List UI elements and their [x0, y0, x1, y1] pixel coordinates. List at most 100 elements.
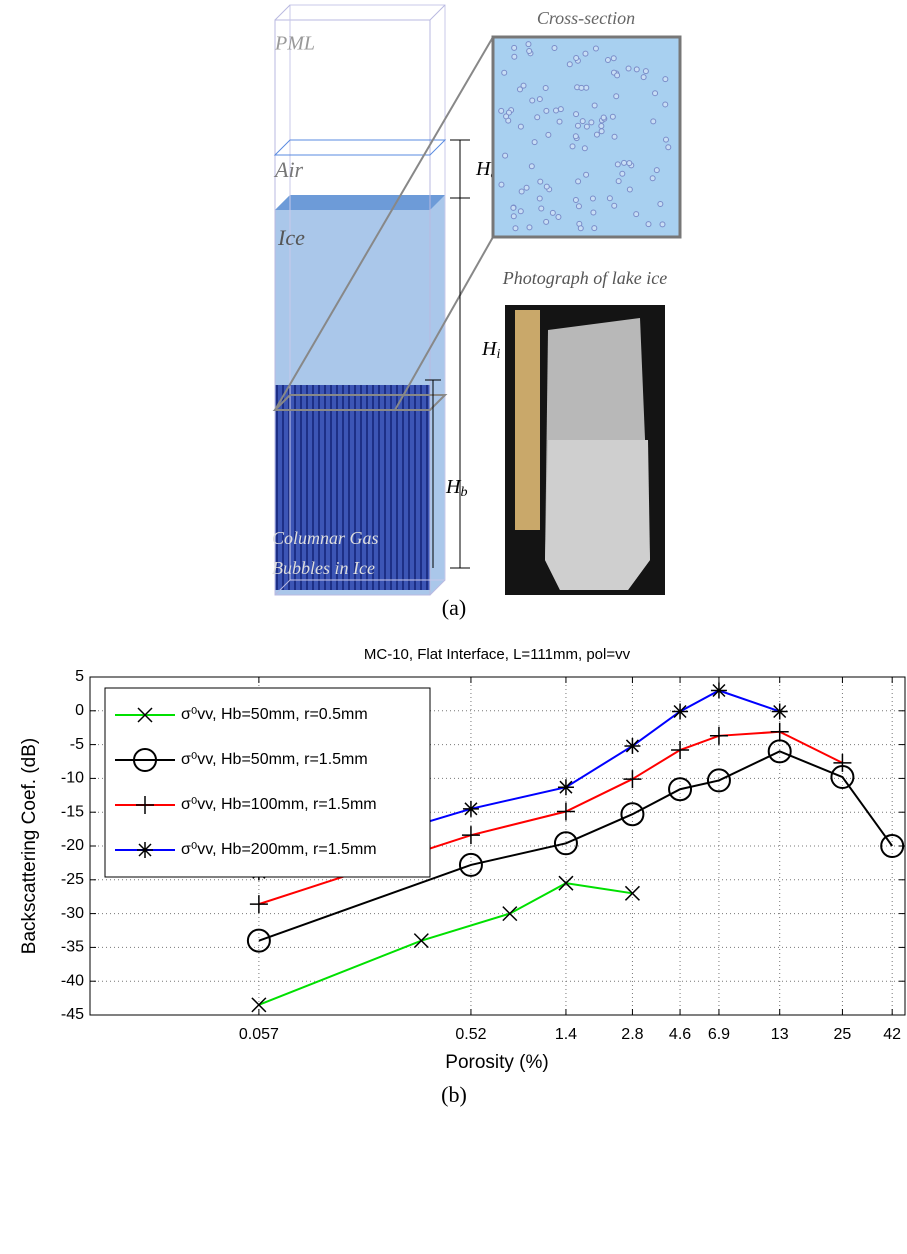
- bubble: [511, 53, 518, 60]
- bubble: [526, 47, 533, 54]
- bubble: [573, 111, 580, 118]
- bubble: [551, 45, 558, 52]
- bubble: [578, 84, 585, 91]
- y-tick-label: -45: [61, 1006, 84, 1023]
- marker: [249, 895, 268, 914]
- bubble: [579, 118, 586, 125]
- bubble: [528, 163, 535, 170]
- marker: [137, 842, 153, 858]
- plot-frame: [89, 676, 906, 1016]
- marker: [246, 928, 271, 953]
- chart-title: MC-10, Flat Interface, L=111mm, pol=vv: [364, 646, 631, 663]
- marker: [413, 933, 429, 949]
- bubble: [529, 97, 536, 104]
- marker: [458, 852, 483, 877]
- bubble: [598, 128, 605, 135]
- bubble: [650, 118, 657, 125]
- bubble: [611, 202, 618, 209]
- bubble: [531, 139, 538, 146]
- bubble: [498, 181, 505, 188]
- y-tick-label: -10: [61, 770, 84, 787]
- h-b: Hb: [445, 476, 467, 501]
- x-axis-label: Porosity (%): [445, 1052, 548, 1073]
- x-tick-label: 2.8: [621, 1026, 643, 1043]
- bubble: [517, 123, 524, 130]
- y-tick-label: -20: [61, 837, 84, 854]
- bubble: [555, 214, 562, 221]
- bubble: [498, 107, 505, 114]
- marker: [771, 703, 788, 720]
- bubble: [512, 225, 519, 232]
- marker: [706, 768, 731, 793]
- marker: [136, 796, 154, 814]
- ice-column: [272, 4, 494, 596]
- legend-box: [104, 687, 431, 878]
- marker: [558, 875, 574, 891]
- marker: [624, 737, 641, 754]
- x-tick-label: 0.52: [455, 1026, 486, 1043]
- bubble: [593, 131, 600, 138]
- y-tick-label: 0: [75, 702, 84, 719]
- legend: σ⁰vv, Hb=50mm, r=0.5mm σ⁰vv, Hb=50mm, r=1…: [104, 687, 431, 878]
- marker: [502, 906, 518, 922]
- dimension-lines: [425, 139, 470, 569]
- marker: [624, 885, 640, 901]
- bubble: [538, 205, 545, 212]
- marker: [770, 722, 789, 741]
- bubble: [633, 211, 640, 218]
- bubble: [534, 114, 541, 121]
- bubble: [510, 213, 517, 220]
- bubble: [552, 107, 559, 114]
- h-i: Hi: [481, 338, 500, 363]
- bubble: [592, 45, 599, 52]
- bubble: [633, 66, 640, 73]
- bubble: [588, 119, 595, 126]
- y-tick-label: -35: [61, 939, 84, 956]
- caption: (a): [442, 595, 466, 620]
- bubble: [619, 170, 626, 177]
- bubble: [501, 69, 508, 76]
- bubble: [536, 96, 543, 103]
- bubble: [572, 133, 579, 140]
- marker: [553, 831, 578, 856]
- x-tick-label: 42: [883, 1026, 901, 1043]
- y-tick-label: 5: [75, 668, 84, 685]
- marker: [880, 834, 905, 858]
- bubbles-label: Columnar Gas: [272, 528, 379, 548]
- bubble: [517, 208, 524, 215]
- marker: [833, 753, 852, 772]
- bubble: [589, 195, 596, 202]
- bubble: [604, 57, 611, 64]
- bubble: [581, 145, 588, 152]
- series-line: [258, 750, 894, 942]
- marker: [556, 802, 575, 821]
- marker: [623, 770, 642, 789]
- bubble: [583, 171, 590, 178]
- bubble: [600, 114, 607, 121]
- bubble: [557, 106, 564, 113]
- bubble: [503, 113, 510, 120]
- bubble: [523, 184, 530, 191]
- x-tick-label: 25: [834, 1026, 852, 1043]
- bubble: [583, 123, 590, 130]
- bubble: [536, 195, 543, 202]
- bubble: [556, 118, 563, 125]
- marker: [709, 726, 728, 745]
- bubble: [614, 161, 621, 168]
- x-tick-label: 4.6: [669, 1026, 691, 1043]
- bubble: [573, 55, 580, 62]
- bubble: [606, 195, 613, 202]
- bubble: [615, 178, 622, 185]
- bubble: [566, 61, 573, 68]
- legend-label: σ⁰vv, Hb=100mm, r=1.5mm: [181, 796, 377, 813]
- y-tick-label: -30: [61, 905, 84, 922]
- marker: [133, 748, 157, 772]
- x-tick-label: 0.057: [239, 1026, 279, 1043]
- y-tick-label: -15: [61, 803, 84, 820]
- x-tick-label: 13: [771, 1026, 789, 1043]
- series: [251, 875, 640, 1013]
- bubble: [574, 122, 581, 129]
- legend-label: σ⁰vv, Hb=200mm, r=1.5mm: [181, 841, 377, 858]
- cross-section-label: Cross-section: [537, 8, 635, 28]
